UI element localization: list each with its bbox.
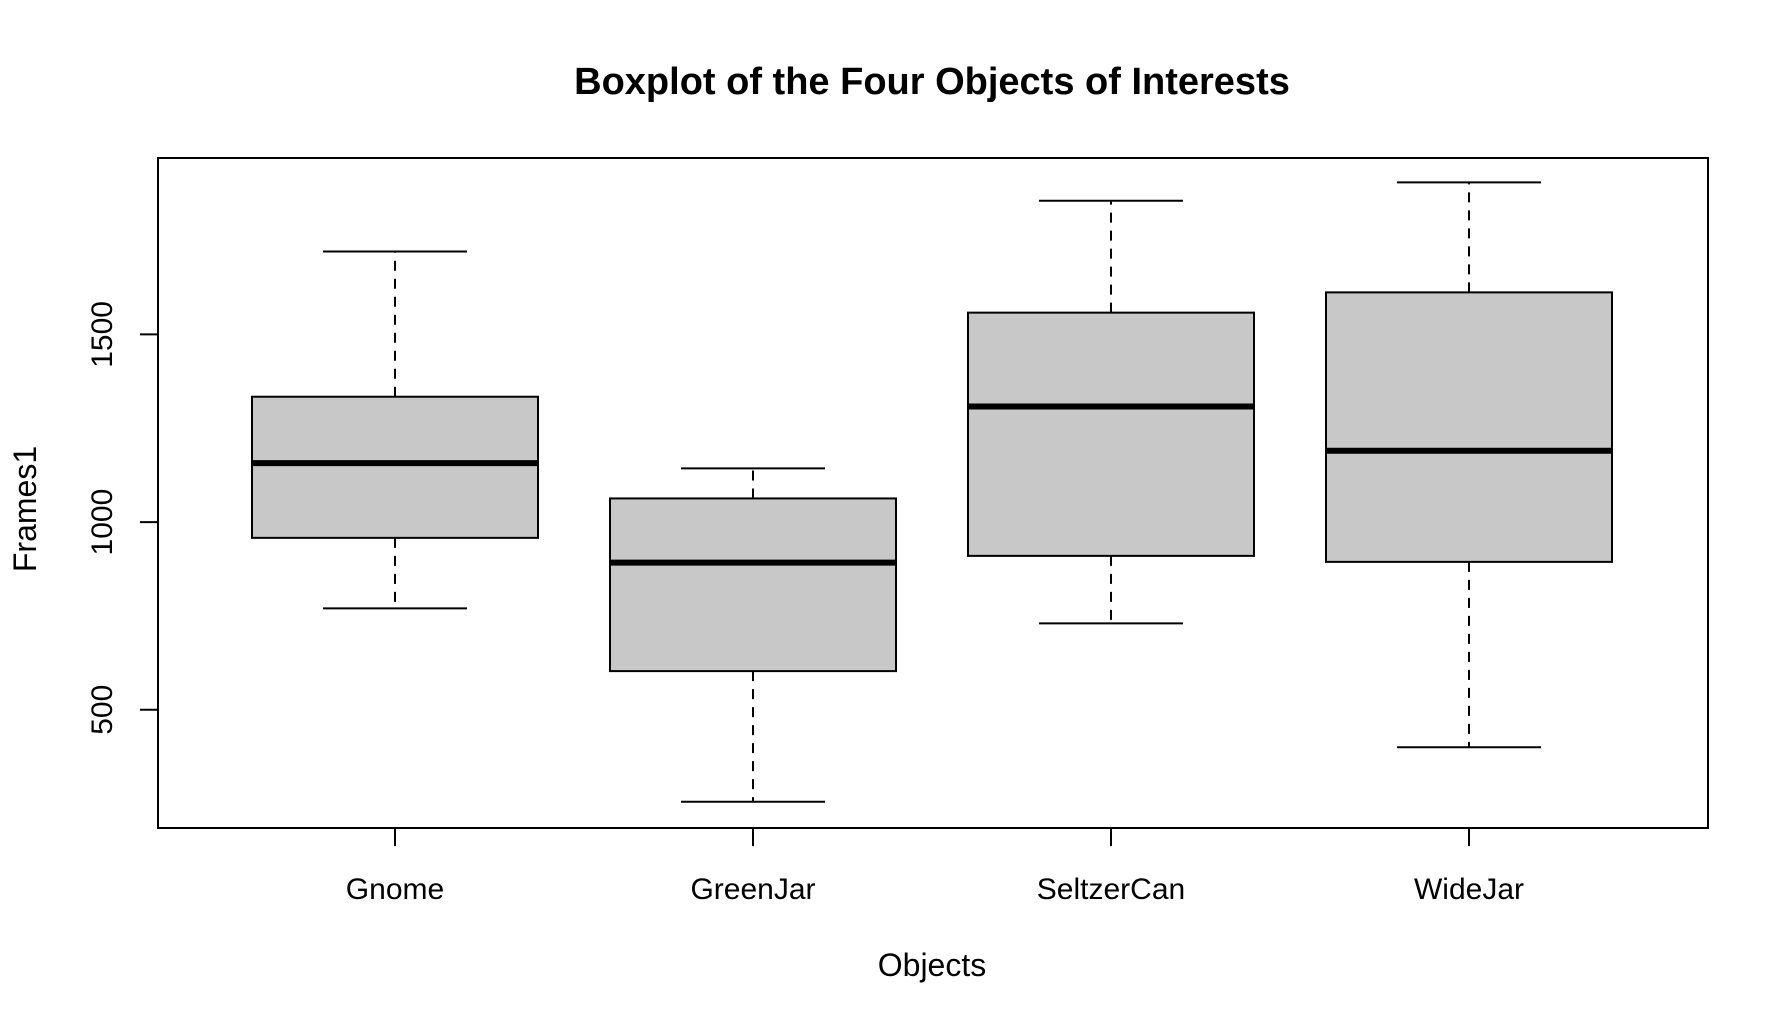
boxes-group <box>252 182 1612 801</box>
y-axis: 500 1000 1500 <box>86 301 158 735</box>
iqr-box <box>1326 292 1612 562</box>
iqr-box <box>252 397 538 538</box>
y-tick-label: 1000 <box>86 489 119 556</box>
x-tick-label: Gnome <box>346 873 444 906</box>
iqr-box <box>610 498 896 671</box>
y-tick-label: 500 <box>86 685 119 735</box>
x-tick-label: WideJar <box>1414 873 1524 906</box>
box-gnome <box>252 251 538 608</box>
x-tick-label: SeltzerCan <box>1037 873 1185 906</box>
y-tick-label: 1500 <box>86 301 119 368</box>
x-tick-label: GreenJar <box>690 873 815 906</box>
box-widejar <box>1326 182 1612 747</box>
box-seltzercan <box>968 201 1254 624</box>
y-axis-label: Frames1 <box>7 446 43 572</box>
x-axis: Gnome GreenJar SeltzerCan WideJar <box>346 828 1524 906</box>
chart-title: Boxplot of the Four Objects of Interests <box>574 61 1290 103</box>
box-greenjar <box>610 468 896 801</box>
x-axis-label: Objects <box>878 947 986 983</box>
iqr-box <box>968 313 1254 556</box>
